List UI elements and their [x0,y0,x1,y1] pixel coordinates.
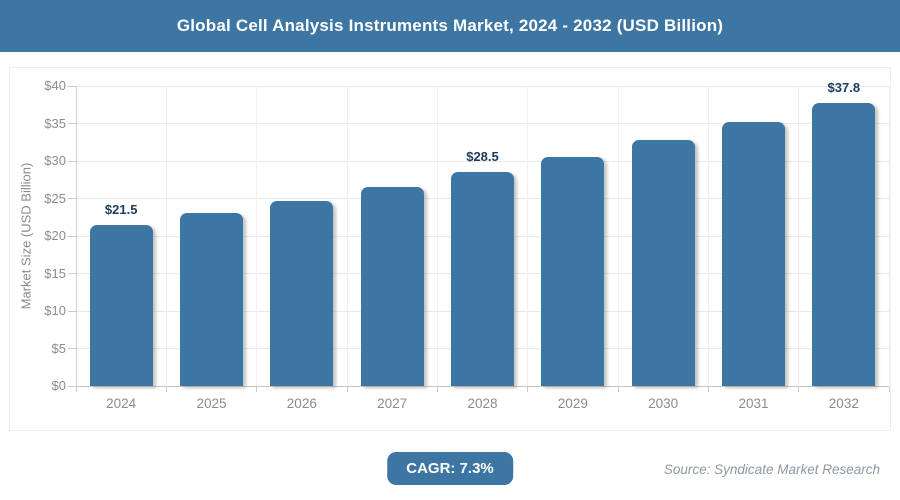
gridline-vertical [707,86,709,386]
y-tick-label: $20 [44,228,66,243]
y-axis-tick [68,123,76,124]
y-tick-label: $40 [44,78,66,93]
y-tick-label: $15 [44,265,66,281]
x-axis-tick [256,387,258,392]
bar [631,140,695,386]
chart-title-bar: Global Cell Analysis Instruments Market,… [0,0,900,52]
plot-area: $0 $5 $10 $15 $20 $25 $30 $35 $40 $21.5 2024 2025 20… [44,78,890,411]
cagr-badge: CAGR: 7.3% [387,452,513,485]
chart-panel: Market Size (USD Billion) $0 $5 $10 $15 $20 $… [9,67,891,431]
y-tick-label: $35 [44,115,66,131]
y-axis-tick [68,235,76,237]
y-tick-label: $30 [44,153,66,168]
x-axis-tick [707,387,709,392]
bar [270,200,334,386]
bar-value-label: $28.5 [466,149,499,165]
x-tick-label: 2028 [467,396,498,411]
gridline-vertical [346,86,348,386]
bar [451,172,514,386]
x-axis-tick [165,387,167,392]
y-tick-label: $0 [51,378,66,393]
gridline-vertical [888,86,890,386]
x-tick-label: 2030 [648,396,679,411]
x-axis-tick [75,387,77,392]
x-tick-label: 2031 [738,396,769,411]
gridline-horizontal [76,85,889,87]
y-axis-tick [68,198,76,199]
chart-title: Global Cell Analysis Instruments Market,… [176,16,724,35]
x-tick-label: 2025 [196,396,227,411]
bar [89,224,153,386]
gridline-vertical [798,86,800,386]
y-axis-tick [68,85,76,87]
x-axis-line [76,386,889,387]
y-axis-line [76,86,77,386]
bar [722,122,785,386]
x-tick-label: 2032 [828,396,859,411]
bar [541,156,605,386]
gridline-horizontal [76,123,889,124]
y-tick-label: $10 [44,303,66,318]
x-tick-label: 2029 [557,396,588,411]
x-axis-tick [436,387,438,392]
gridline-vertical [436,86,438,386]
bar-value-label: $21.5 [104,201,138,217]
y-tick-label: $25 [44,190,66,206]
bar [360,186,424,386]
gridline-vertical [165,86,167,386]
bar [180,212,243,386]
y-tick-label: $5 [51,340,66,356]
x-tick-label: 2024 [106,396,137,411]
x-axis-tick [527,387,529,392]
y-axis-tick [68,273,76,274]
bar [812,102,876,386]
y-axis-tick [68,385,76,387]
gridline-vertical [617,86,619,386]
x-axis-tick [346,387,348,392]
y-axis-tick [68,160,76,162]
x-axis-tick [617,387,619,392]
x-axis-tick [798,387,800,392]
x-axis-tick [888,387,890,392]
y-axis-tick [68,310,76,312]
bar-value-label: $37.8 [827,79,861,95]
gridline-vertical [256,86,258,386]
y-axis-tick [68,348,76,349]
x-tick-label: 2027 [377,396,408,411]
gridline-vertical [527,86,529,386]
x-tick-label: 2026 [286,396,317,411]
source-credit: Source: Syndicate Market Research [663,462,880,477]
gridline-horizontal [76,160,889,162]
